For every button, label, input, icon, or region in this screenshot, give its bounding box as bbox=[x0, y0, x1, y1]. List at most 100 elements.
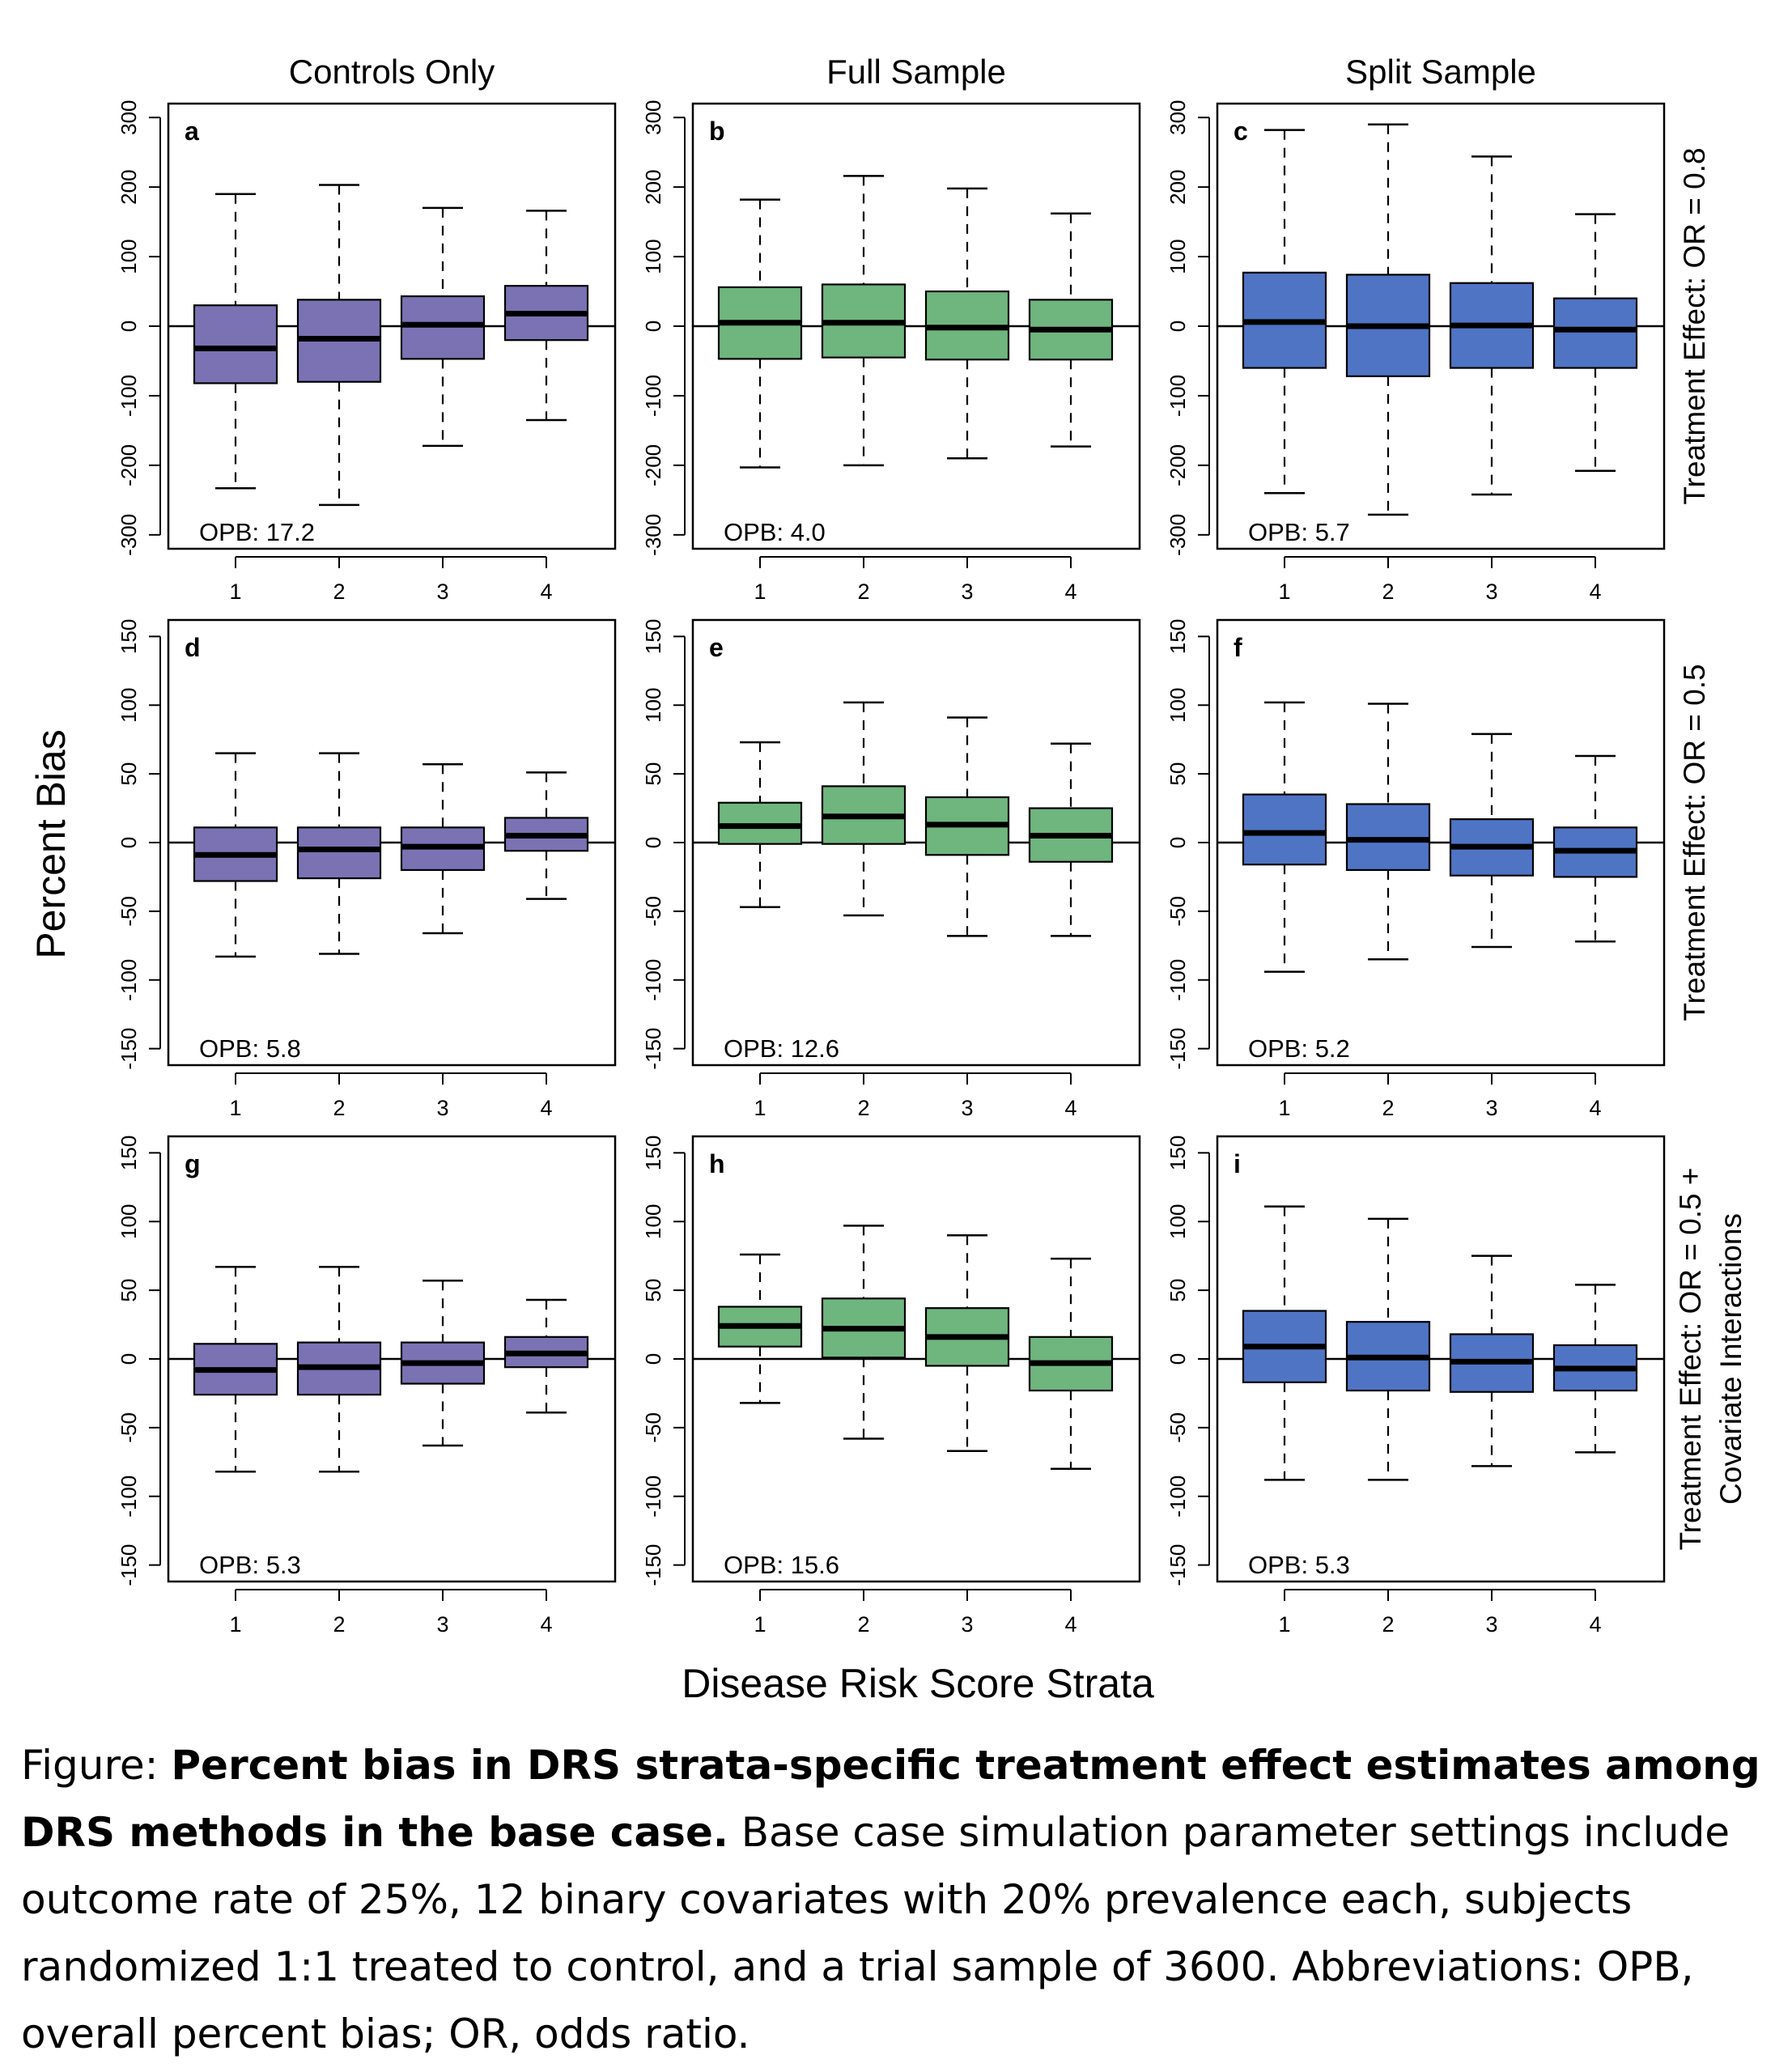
y-tick-label: 300 bbox=[117, 100, 141, 134]
box-1 bbox=[1242, 701, 1327, 973]
box-1 bbox=[717, 1253, 803, 1404]
box-4 bbox=[1552, 754, 1638, 943]
box-3 bbox=[924, 1233, 1010, 1452]
y-tick-label: 50 bbox=[1166, 1279, 1190, 1302]
x-tick-label: 3 bbox=[436, 1612, 448, 1637]
x-tick-label: 2 bbox=[333, 1612, 345, 1637]
y-tick-label: -50 bbox=[1166, 1412, 1190, 1443]
box-1 bbox=[193, 1266, 278, 1473]
x-tick-label: 4 bbox=[540, 1612, 552, 1637]
box-2 bbox=[1345, 123, 1431, 516]
x-tick-label: 2 bbox=[857, 580, 869, 604]
y-tick-label: 50 bbox=[641, 1279, 665, 1302]
panel-letter: g bbox=[185, 1149, 201, 1178]
panel-f: -150 -100 -50 0 50 100 150 1 2 3 4 f OPB: 5.2 bbox=[1166, 619, 1666, 1120]
y-tick-label: 200 bbox=[117, 169, 141, 204]
opb-annotation: OPB: 17.2 bbox=[199, 518, 315, 546]
y-tick-label: -50 bbox=[1166, 896, 1190, 927]
y-tick-label: 0 bbox=[1166, 321, 1190, 332]
x-tick-label: 1 bbox=[1278, 580, 1290, 604]
y-tick-label: 0 bbox=[641, 1353, 665, 1365]
panel-letter: c bbox=[1234, 117, 1248, 146]
x-tick-label: 3 bbox=[436, 580, 448, 604]
x-tick-label: 3 bbox=[1485, 580, 1497, 604]
x-tick-label: 1 bbox=[1278, 1096, 1290, 1120]
opb-annotation: OPB: 5.3 bbox=[199, 1551, 301, 1579]
y-tick-label: 100 bbox=[1166, 239, 1190, 274]
x-tick-label: 1 bbox=[1278, 1612, 1290, 1637]
x-tick-label: 4 bbox=[1064, 1096, 1076, 1120]
y-tick-label: 200 bbox=[641, 169, 665, 204]
box-iqr bbox=[296, 826, 382, 880]
y-tick-label: -100 bbox=[641, 1475, 665, 1518]
y-tick-label: 0 bbox=[1166, 1353, 1190, 1365]
y-tick-label: 200 bbox=[1166, 169, 1190, 204]
y-tick-label: -150 bbox=[117, 1544, 141, 1586]
box-3 bbox=[400, 206, 486, 448]
box-2 bbox=[821, 701, 907, 917]
box-2 bbox=[296, 184, 382, 507]
y-tick-label: -150 bbox=[1166, 1544, 1190, 1586]
x-axis-label: Disease Risk Score Strata bbox=[682, 1661, 1154, 1706]
y-tick-label: -100 bbox=[117, 375, 141, 417]
y-tick-label: 100 bbox=[1166, 1204, 1190, 1239]
box-4 bbox=[1028, 1257, 1114, 1471]
panel-letter: b bbox=[709, 117, 725, 146]
x-tick-label: 3 bbox=[961, 1096, 973, 1120]
panel-letter: i bbox=[1234, 1149, 1241, 1178]
box-1 bbox=[193, 752, 278, 958]
box-3 bbox=[1449, 732, 1535, 949]
box-1 bbox=[1242, 129, 1327, 495]
y-tick-label: 300 bbox=[641, 100, 665, 134]
panel-g: -150 -100 -50 0 50 100 150 1 2 3 4 g OPB: 5.3 bbox=[117, 1136, 617, 1637]
y-tick-label: 300 bbox=[1166, 100, 1190, 134]
x-tick-label: 1 bbox=[754, 580, 766, 604]
y-tick-label: 100 bbox=[117, 239, 141, 274]
panel-letter: a bbox=[185, 117, 199, 146]
box-2 bbox=[821, 1225, 907, 1440]
y-tick-label: 0 bbox=[117, 1353, 141, 1365]
x-tick-label: 2 bbox=[333, 1096, 345, 1120]
panel-letter: h bbox=[709, 1149, 725, 1178]
x-tick-label: 2 bbox=[857, 1612, 869, 1637]
box-4 bbox=[503, 1298, 589, 1414]
opb-annotation: OPB: 5.7 bbox=[1248, 518, 1350, 546]
y-tick-label: -300 bbox=[1166, 514, 1190, 556]
box-2 bbox=[1345, 703, 1431, 961]
x-tick-label: 3 bbox=[961, 580, 973, 604]
box-iqr bbox=[193, 304, 278, 384]
box-3 bbox=[924, 187, 1010, 460]
x-tick-label: 4 bbox=[1589, 1096, 1601, 1120]
y-tick-label: -100 bbox=[1166, 959, 1190, 1001]
x-tick-label: 4 bbox=[1589, 580, 1601, 604]
x-tick-label: 2 bbox=[857, 1096, 869, 1120]
y-tick-label: 150 bbox=[641, 1136, 665, 1170]
opb-annotation: OPB: 5.8 bbox=[199, 1034, 301, 1063]
y-tick-label: 0 bbox=[117, 837, 141, 848]
box-4 bbox=[1028, 212, 1114, 448]
y-axis-label: Percent Bias bbox=[28, 729, 74, 958]
x-tick-label: 2 bbox=[1382, 1612, 1394, 1637]
x-tick-label: 3 bbox=[436, 1096, 448, 1120]
y-tick-label: -100 bbox=[641, 375, 665, 417]
box-4 bbox=[503, 210, 589, 422]
y-tick-label: -100 bbox=[117, 959, 141, 1001]
figure-caption: Figure: Percent bias in DRS strata-speci… bbox=[21, 1732, 1777, 2068]
y-tick-label: 100 bbox=[117, 1204, 141, 1239]
y-tick-label: 100 bbox=[117, 688, 141, 723]
x-tick-label: 4 bbox=[540, 580, 552, 604]
y-tick-label: -200 bbox=[1166, 444, 1190, 486]
y-tick-label: -150 bbox=[641, 1544, 665, 1586]
box-3 bbox=[400, 762, 486, 935]
caption-title: Percent bias in DRS strata-specific trea… bbox=[21, 1742, 1760, 1856]
panel-i: -150 -100 -50 0 50 100 150 1 2 3 4 i OPB: 5.3 bbox=[1166, 1136, 1666, 1637]
y-tick-label: 150 bbox=[1166, 1136, 1190, 1170]
box-1 bbox=[717, 198, 803, 469]
panel-letter: d bbox=[185, 633, 201, 662]
row-label: Covariate Interactions bbox=[1714, 1213, 1747, 1505]
y-tick-label: 150 bbox=[117, 619, 141, 654]
panel-letter: e bbox=[709, 633, 724, 662]
box-2 bbox=[296, 752, 382, 955]
y-tick-label: 0 bbox=[1166, 837, 1190, 848]
x-tick-label: 4 bbox=[1064, 1612, 1076, 1637]
